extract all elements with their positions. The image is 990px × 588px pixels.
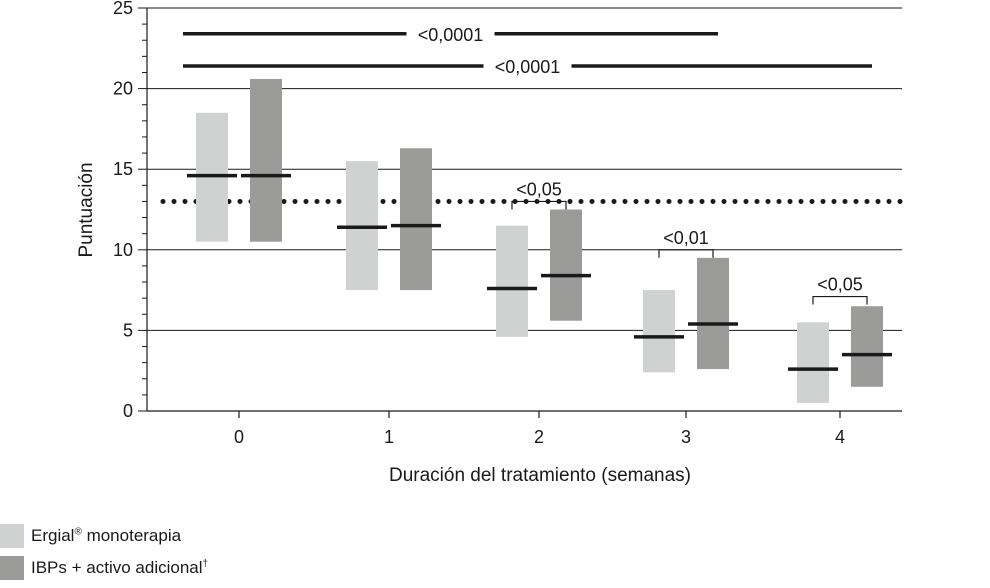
- x-tick-label: 0: [234, 427, 244, 447]
- sig-label-3: <0,01: [663, 228, 709, 248]
- bar-s0-c3: [643, 290, 675, 373]
- bar-s1-c2: [550, 209, 582, 321]
- bar-s1-c0: [250, 78, 282, 242]
- legend-swatch-ergial: [0, 524, 24, 548]
- y-tick-label: 25: [113, 0, 133, 18]
- y-axis-title: Puntuación: [76, 162, 97, 257]
- sig-bracket-3: [658, 249, 714, 258]
- y-tick-label: 20: [113, 79, 133, 99]
- y-tick-label: 15: [113, 159, 133, 179]
- legend-item-ergial: Ergial® monoterapia: [0, 524, 208, 548]
- axes: 0 5 10 15 20 25 0 1 2 3 4: [113, 0, 902, 447]
- significance-annotations: <0,0001 <0,0001 <0,05 <0,01 <0,05: [183, 25, 872, 305]
- bar-s0-c4: [797, 322, 829, 403]
- legend-label-ibps: IBPs + activo adicional†: [31, 558, 209, 577]
- sig-bracket-2: [511, 200, 567, 210]
- bar-s1-c4: [851, 306, 883, 387]
- sig-label-4: <0,05: [817, 275, 863, 295]
- x-tick-label: 1: [384, 427, 394, 447]
- legend: Ergial® monoterapia IBPs + activo adicio…: [0, 524, 208, 588]
- sig-label-2: <0,05: [516, 179, 562, 199]
- bar-s0-c2: [496, 225, 528, 337]
- legend-item-ibps: IBPs + activo adicional†: [0, 556, 208, 580]
- sig-label-1: <0,0001: [495, 57, 561, 77]
- y-tick-label: 10: [113, 240, 133, 260]
- y-tick-label: 5: [123, 320, 133, 340]
- chart: <0,0001<0,0001<0,05<0,01<0,05 0510152025…: [76, 0, 905, 486]
- legend-label-ergial: Ergial® monoterapia: [31, 526, 182, 545]
- x-tick-label: 4: [835, 427, 845, 447]
- legend-swatch-ibps: [0, 556, 24, 580]
- sig-bracket-4: [812, 295, 868, 305]
- x-axis-title: Duración del tratamiento (semanas): [389, 465, 691, 486]
- bars: [196, 78, 883, 403]
- sig-label-0: <0,0001: [418, 25, 484, 45]
- bar-s1-c3: [697, 257, 729, 370]
- y-tick-label: 0: [123, 401, 133, 421]
- x-tick-label: 2: [534, 427, 544, 447]
- medians: [187, 173, 892, 371]
- bar-s1-c1: [400, 148, 432, 291]
- x-tick-label: 3: [681, 427, 691, 447]
